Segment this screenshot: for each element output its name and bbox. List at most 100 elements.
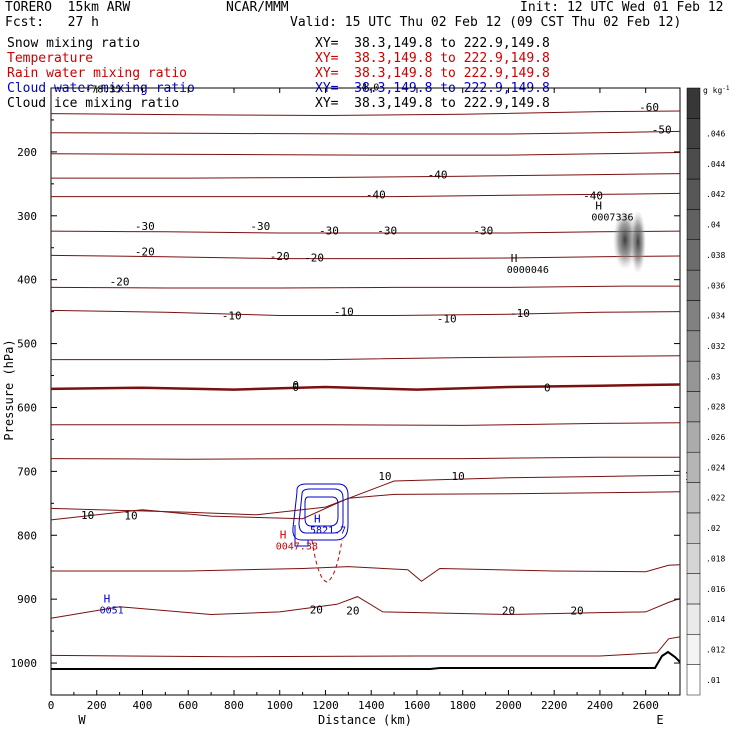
field-label-cloud-ice: Cloud ice mixing ratio xyxy=(7,96,180,111)
contour-line-10 xyxy=(50,456,680,460)
colorbar-segment xyxy=(686,148,701,180)
contour-label: -30 xyxy=(319,224,339,237)
x-tick-label: 2000 xyxy=(495,699,522,712)
y-tick-label: 1000 xyxy=(11,657,38,670)
x-axis-left-label: W xyxy=(78,713,86,727)
contour-label: 0 xyxy=(292,379,299,392)
contour-label: 20 xyxy=(570,605,583,618)
snow-shading xyxy=(613,210,646,274)
y-tick-label: 200 xyxy=(17,146,37,159)
colorbar-tick-label: .022 xyxy=(706,494,725,503)
x-tick-label: 600 xyxy=(178,699,198,712)
colorbar-segment xyxy=(686,664,701,696)
colorbar-segment xyxy=(686,209,701,240)
contour-line--40 xyxy=(51,173,681,179)
maximum-value: 0000046 xyxy=(507,265,549,276)
colorbar-tick-label: .02 xyxy=(706,524,721,533)
contour-line--60 xyxy=(50,110,681,117)
colorbar-segment xyxy=(686,269,701,301)
maximum-value: 0007336 xyxy=(591,212,633,223)
contour-label: -10 xyxy=(510,307,530,320)
contour-label: -30 xyxy=(377,224,397,237)
y-tick-label: 700 xyxy=(17,465,37,478)
contour-label: -20 xyxy=(270,250,290,263)
colorbar-segment xyxy=(686,421,701,453)
colorbar-segment xyxy=(686,603,701,635)
colorbar-segment xyxy=(686,543,701,574)
colorbar-tick-label: .012 xyxy=(706,645,725,654)
colorbar-tick-label: .044 xyxy=(706,160,725,169)
maximum-marker: H xyxy=(595,199,602,212)
contour-label: 20 xyxy=(310,603,323,616)
plot-frame xyxy=(50,87,681,696)
colorbar: g kg-1 .01 .012 .014 .016 .018 .02 .022 .024 .02… xyxy=(686,85,730,696)
contour-label: 20 xyxy=(502,605,515,618)
contour-line-10 xyxy=(50,474,681,516)
contour-line--20 xyxy=(50,254,681,260)
colorbar-segment xyxy=(686,118,701,149)
colorbar-segment xyxy=(686,300,701,332)
y-tick-label: 400 xyxy=(17,274,37,287)
colorbar-tick-label: .034 xyxy=(706,312,725,321)
colorbar-tick-label: .038 xyxy=(706,251,725,260)
maximum-marker: H xyxy=(104,592,111,605)
colorbar-segment xyxy=(686,178,701,210)
field-label-cloud-water: Cloud water mixing ratio xyxy=(7,81,195,96)
x-axis: 0 200 400 600 800 1000 1200 1400 1600 1800 2000 220… xyxy=(48,88,670,712)
field-label-temperature: Temperature xyxy=(7,51,94,66)
contour-label: 10 xyxy=(452,470,465,483)
contour-line-10 xyxy=(50,491,681,521)
colorbar-tick-label: .032 xyxy=(706,342,725,351)
contour-label: -10 xyxy=(437,313,457,326)
contour-label: -40 xyxy=(583,189,603,202)
field-xy-cloud-ice: XY= 38.3,149.8 to 222.9,149.8 xyxy=(315,96,550,111)
y-tick-label: 600 xyxy=(17,401,37,414)
contour-line-20 xyxy=(50,596,681,619)
colorbar-segment xyxy=(686,634,701,665)
colorbar-tick-label: .024 xyxy=(706,463,725,472)
colorbar-tick-label: .018 xyxy=(706,554,725,563)
contour-label: -30 xyxy=(250,220,270,233)
maximum-value: 0047.38 xyxy=(276,541,318,552)
x-tick-label: 400 xyxy=(133,699,153,712)
contour-label: -30 xyxy=(473,224,493,237)
colorbar-tick-label: .036 xyxy=(706,281,725,290)
contour-line--30 xyxy=(50,230,681,234)
contour-label: -50 xyxy=(652,124,672,137)
colorbar-tick-label: .014 xyxy=(706,615,725,624)
maximum-value: 0051 xyxy=(100,605,124,616)
valid-time: Valid: 15 UTC Thu 02 Feb 12 (09 CST Thu … xyxy=(290,15,682,30)
contour-label: -40 xyxy=(428,168,448,181)
colorbar-segment xyxy=(686,451,701,483)
colorbar-segment xyxy=(686,330,701,362)
maximum-marker: H xyxy=(511,252,518,265)
colorbar-segment xyxy=(686,239,701,271)
colorbar-tick-label: .03 xyxy=(706,372,721,381)
contour-label: 10 xyxy=(81,509,94,522)
colorbar-unit: g kg-1 xyxy=(703,85,730,95)
contour-line--10 xyxy=(50,309,681,316)
init-time: Init: 12 UTC Wed 01 Feb 12 xyxy=(520,0,724,15)
y-tick-label: 900 xyxy=(17,593,37,606)
colorbar-segment xyxy=(686,360,701,392)
contour-label: 10 xyxy=(124,509,137,522)
misc-label: -4.0 xyxy=(355,83,379,94)
x-tick-label: 1000 xyxy=(266,699,293,712)
contour-label: -10 xyxy=(222,309,242,322)
maximum-marker: H xyxy=(280,528,287,541)
contour-line-0 xyxy=(51,355,681,361)
colorbar-tick-label: .04 xyxy=(706,221,721,230)
colorbar-tick-label: .028 xyxy=(706,403,725,412)
contour-label: -40 xyxy=(366,189,386,202)
contour-line-0 xyxy=(50,383,681,391)
contour-label: -30 xyxy=(135,220,155,233)
field-xy-temperature: XY= 38.3,149.8 to 222.9,149.8 xyxy=(315,51,550,66)
colorbar-segment xyxy=(686,391,701,423)
contour-label: -20 xyxy=(110,276,130,289)
x-tick-label: 1200 xyxy=(312,699,339,712)
center-label: NCAR/MMM xyxy=(226,0,289,15)
maximum-value: 5821.7 xyxy=(310,525,346,536)
colorbar-tick-label: .01 xyxy=(706,676,721,685)
